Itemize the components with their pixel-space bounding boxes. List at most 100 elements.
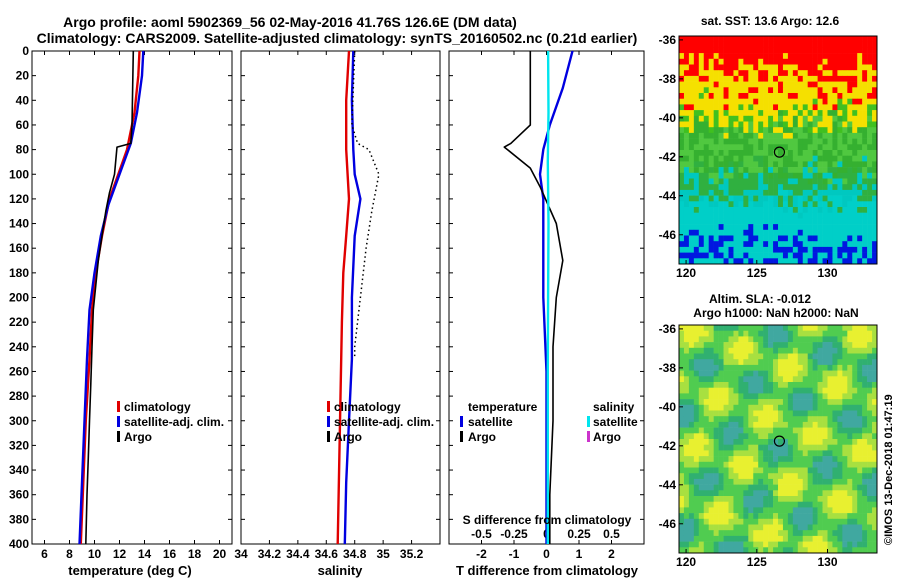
map-cell	[847, 212, 853, 219]
map-cell	[743, 138, 749, 145]
map-cell	[837, 478, 843, 485]
map-cell	[763, 246, 769, 253]
map-cell	[693, 127, 700, 134]
map-cell	[703, 115, 709, 122]
map-cell	[728, 167, 734, 174]
map-cell	[837, 64, 843, 71]
map-cell	[792, 478, 799, 485]
map-cell	[713, 330, 719, 337]
map-cell	[688, 93, 695, 99]
map-cell	[758, 115, 764, 122]
map-cell	[817, 178, 823, 185]
map-cell	[723, 144, 729, 151]
map-cell	[822, 75, 828, 82]
map-cell	[832, 393, 838, 400]
map-cell	[708, 98, 714, 105]
map-cell	[748, 370, 754, 377]
map-cell	[688, 507, 695, 514]
map-cell	[827, 490, 833, 497]
map-cell	[822, 370, 828, 377]
map-cell	[797, 252, 804, 259]
map-cell	[837, 490, 843, 497]
map-cell	[708, 404, 714, 411]
map-cell	[698, 456, 705, 463]
map-cell	[768, 155, 774, 162]
map-cell	[683, 241, 690, 248]
map-cell	[763, 507, 769, 514]
map-cell	[773, 501, 779, 508]
map-cell	[792, 444, 799, 451]
map-cell	[842, 473, 848, 480]
map-cell	[872, 132, 878, 139]
map-cell	[778, 75, 784, 82]
map-cell	[827, 501, 833, 508]
map-cell	[748, 241, 754, 248]
map-cell	[683, 461, 690, 468]
map-cell	[797, 81, 804, 88]
map-cell	[832, 330, 838, 337]
map-cell	[852, 370, 858, 377]
map-cell	[758, 87, 764, 94]
map-cell	[733, 330, 739, 337]
map-cell	[713, 370, 719, 377]
map-cell	[857, 127, 863, 134]
map-cell	[763, 490, 769, 497]
map-cell	[857, 121, 863, 128]
y-tick-label: 100	[9, 167, 29, 181]
map-cell	[807, 513, 813, 520]
map-cell	[867, 416, 873, 423]
map-cell	[768, 416, 774, 423]
map-cell	[872, 127, 878, 134]
map-cell	[857, 229, 863, 236]
map-cell	[852, 467, 858, 474]
map-cell	[842, 404, 848, 411]
map-cell	[822, 524, 828, 531]
map-cell	[807, 336, 813, 343]
map-cell	[812, 342, 818, 349]
map-cell	[872, 235, 878, 242]
map-cell	[862, 75, 868, 82]
map-cell	[837, 484, 843, 491]
map-cell	[758, 167, 764, 174]
map-cell	[802, 484, 808, 491]
x2-tick-label: -0.25	[500, 527, 528, 541]
map-cell	[787, 518, 794, 525]
map-cell	[693, 404, 700, 411]
map-cell	[773, 473, 779, 480]
map-cell	[797, 53, 804, 60]
map-cell	[817, 189, 823, 196]
map-cell	[723, 127, 729, 134]
map-cell	[797, 399, 804, 406]
map-cell	[728, 347, 734, 354]
map-cell	[713, 161, 719, 168]
map-cell	[728, 235, 734, 242]
map-cell	[679, 490, 685, 497]
map-cell	[822, 376, 828, 383]
map-cell	[807, 172, 813, 179]
map-cell	[713, 241, 719, 248]
map-cell	[812, 421, 818, 428]
map-cell	[807, 359, 813, 366]
map-cell	[857, 104, 863, 111]
map-cell	[822, 189, 828, 196]
map-cell	[738, 41, 744, 48]
map-cell	[797, 144, 804, 151]
map-cell	[733, 195, 739, 202]
map-cell	[758, 161, 764, 168]
map-cell	[748, 353, 754, 360]
map-cell	[778, 336, 784, 343]
map-cell	[792, 370, 799, 377]
map-cell	[743, 189, 749, 196]
map-cell	[822, 330, 828, 337]
map-cell	[817, 87, 823, 94]
map-cell	[679, 258, 685, 265]
map-cell	[703, 524, 709, 531]
map-cell	[797, 513, 804, 520]
map-cell	[847, 110, 853, 117]
map-cell	[703, 387, 709, 394]
map-cell	[753, 416, 759, 423]
map-cell	[708, 353, 714, 360]
map-y-tick-label: -46	[659, 228, 677, 242]
map-cell	[698, 387, 705, 394]
map-cell	[743, 150, 749, 156]
